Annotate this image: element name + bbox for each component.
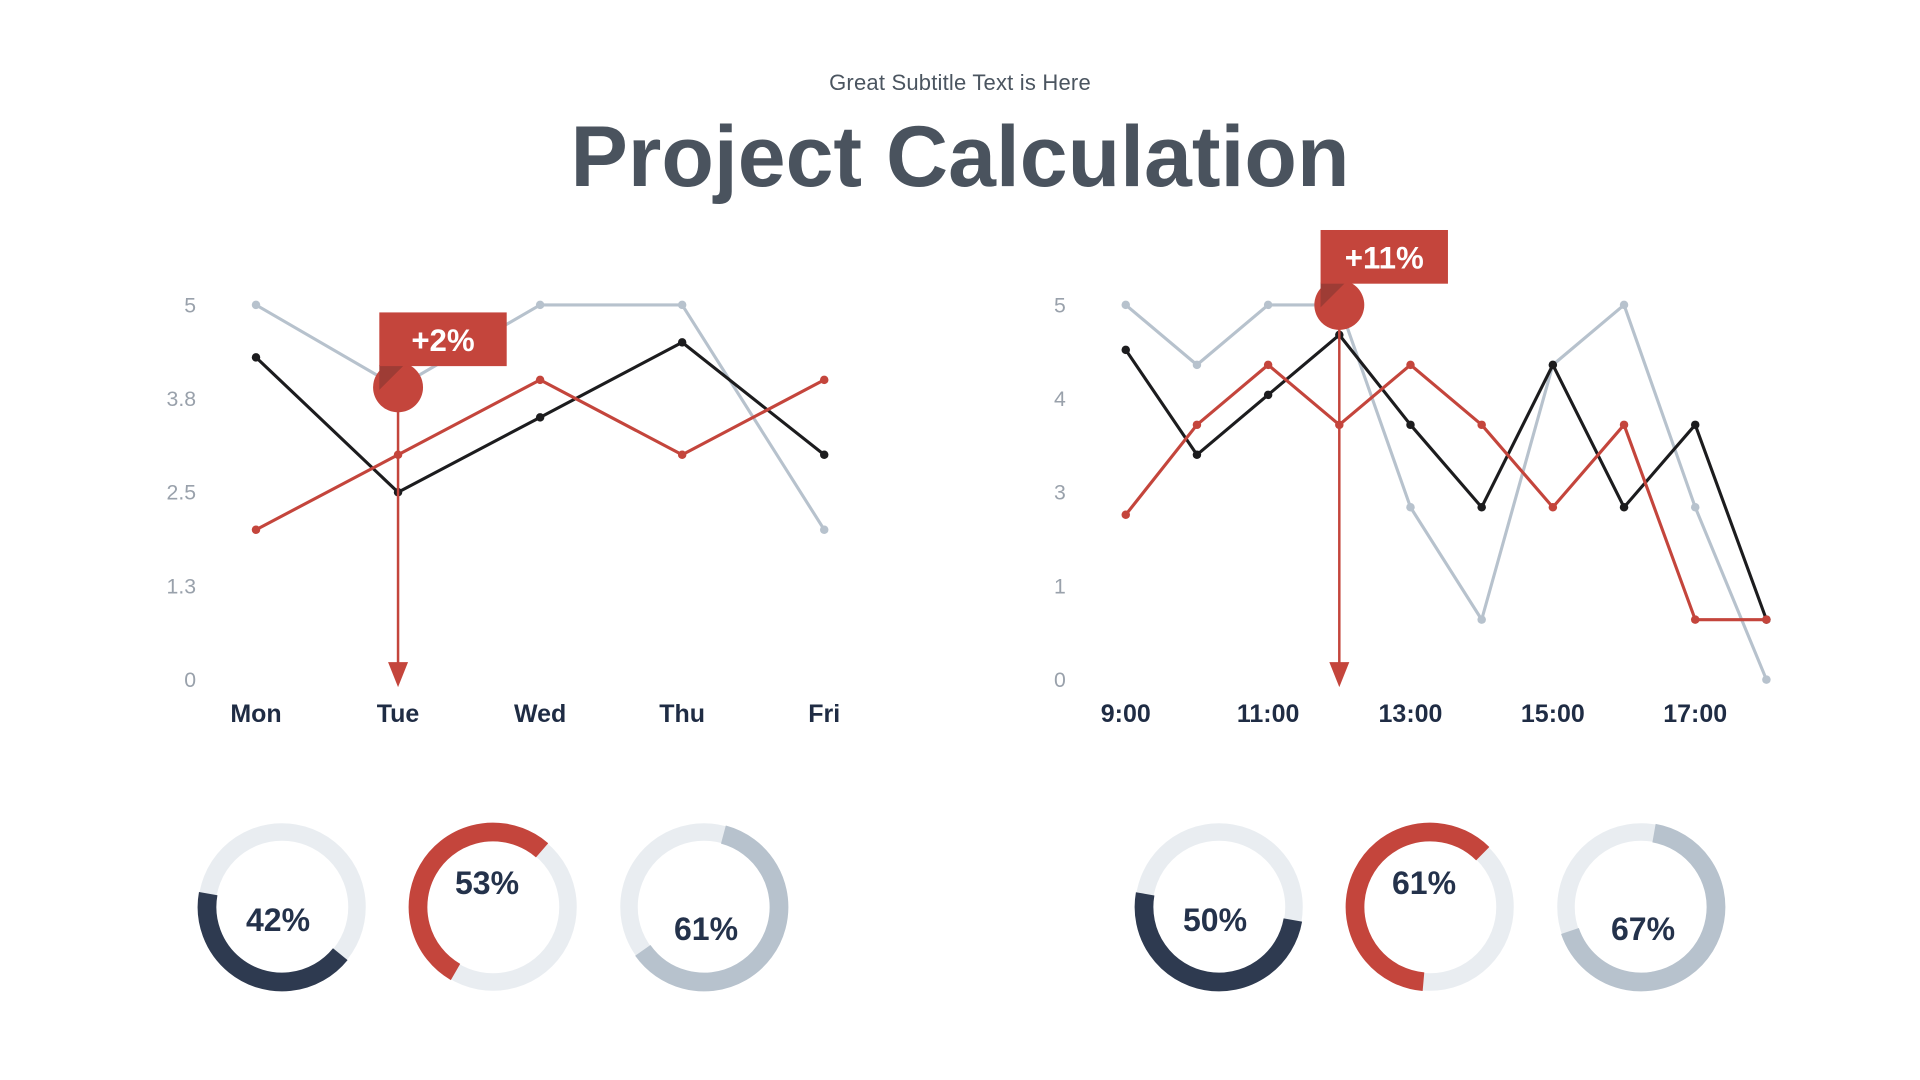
donut-svg xyxy=(1556,822,1726,992)
y-axis-tick: 0 xyxy=(1054,669,1066,692)
data-point xyxy=(251,300,261,310)
x-axis-label: 11:00 xyxy=(1237,700,1299,728)
annotation-label: +2% xyxy=(411,323,474,358)
data-point xyxy=(1762,675,1771,684)
data-point xyxy=(1263,360,1273,370)
data-point xyxy=(1477,420,1486,430)
data-point xyxy=(1406,360,1415,370)
x-axis-label: 15:00 xyxy=(1521,700,1585,728)
annotation-arrowhead-icon xyxy=(1329,662,1350,688)
data-point xyxy=(819,375,829,385)
annotation-label-box xyxy=(1320,229,1448,284)
data-point xyxy=(1192,420,1202,430)
donut-arc xyxy=(197,822,367,992)
data-point xyxy=(251,525,261,534)
x-axis-label: 17:00 xyxy=(1663,700,1727,728)
data-point xyxy=(1548,360,1558,370)
x-axis-label: 13:00 xyxy=(1379,700,1443,728)
data-point xyxy=(251,353,261,362)
data-point xyxy=(677,450,687,460)
data-point xyxy=(1477,502,1486,512)
data-point xyxy=(535,413,545,422)
hourly-line-chart-black-series xyxy=(1124,333,1768,622)
donut-arc xyxy=(1556,822,1726,992)
x-axis-label: 9:00 xyxy=(1101,700,1151,728)
y-axis-tick: 2.5 xyxy=(167,482,197,505)
data-point xyxy=(1690,502,1700,512)
x-axis-label: Mon xyxy=(230,700,281,728)
donut-svg xyxy=(1345,822,1515,992)
x-axis-label: Tue xyxy=(377,700,420,728)
weekday-line-chart: 5 3.8 2.5 1.3 0 Mon Tue Wed Thu Fri +2% xyxy=(167,294,841,728)
data-point xyxy=(677,338,687,347)
donut-arc xyxy=(619,822,789,992)
y-axis-tick: 1.3 xyxy=(167,575,197,598)
data-point xyxy=(1406,420,1415,430)
data-point xyxy=(1406,502,1415,512)
data-point xyxy=(1192,450,1202,460)
donut-svg xyxy=(1134,822,1304,992)
y-axis-tick: 0 xyxy=(184,669,196,692)
donut-gauge-42: 42% xyxy=(197,822,367,992)
annotation-label-box xyxy=(379,312,507,367)
y-axis-tick: 4 xyxy=(1054,388,1066,411)
donut-svg xyxy=(408,822,578,992)
weekday-line-chart-red-series xyxy=(254,378,826,532)
hourly-line-chart-gray-series xyxy=(1124,303,1768,682)
right-donut-group: 50% 61% 67% xyxy=(1134,822,1726,992)
data-point xyxy=(1121,300,1131,310)
page-title: Project Calculation xyxy=(570,109,1350,205)
data-point xyxy=(1619,300,1629,310)
x-axis-label: Thu xyxy=(659,700,705,728)
data-point xyxy=(1263,390,1273,400)
data-point xyxy=(535,375,545,385)
y-axis-tick: 5 xyxy=(1054,294,1066,317)
data-point xyxy=(819,450,829,460)
data-point xyxy=(677,300,687,310)
data-point xyxy=(1619,502,1629,512)
data-point xyxy=(1121,510,1131,519)
x-axis-label: Wed xyxy=(514,700,566,728)
annotation-arrowhead-icon xyxy=(388,662,409,688)
donut-svg xyxy=(619,822,789,992)
donut-arc xyxy=(1134,822,1304,992)
data-point xyxy=(1690,420,1700,430)
data-point xyxy=(819,525,829,534)
data-point xyxy=(1121,345,1131,355)
data-point xyxy=(1619,420,1629,430)
y-axis-tick: 3 xyxy=(1054,482,1066,505)
hourly-line-chart-red-series xyxy=(1124,363,1768,622)
donut-gauge-67: 67% xyxy=(1556,822,1726,992)
data-point xyxy=(1477,615,1486,624)
donut-gauge-61: 61% xyxy=(619,822,789,992)
y-axis-tick: 1 xyxy=(1054,575,1066,598)
data-point xyxy=(1263,300,1273,310)
donut-arc xyxy=(408,822,578,992)
annotation-ribbon-fold xyxy=(379,364,405,390)
donut-gauge-53: 53% xyxy=(408,822,578,992)
x-axis-label: Fri xyxy=(808,700,840,728)
annotation-label: +11% xyxy=(1345,241,1424,276)
slide-subtitle: Great Subtitle Text is Here xyxy=(829,70,1091,95)
data-point xyxy=(1192,360,1202,370)
hourly-line-chart: 5 4 3 1 0 9:00 11:00 13:00 15:00 17:00 +11% xyxy=(1054,229,1771,728)
donut-gauge-61: 61% xyxy=(1345,822,1515,992)
data-point xyxy=(1762,615,1771,624)
donut-gauge-50: 50% xyxy=(1134,822,1304,992)
donut-svg xyxy=(197,822,367,992)
data-point xyxy=(535,300,545,310)
data-point xyxy=(1548,502,1558,512)
data-point xyxy=(1690,615,1700,624)
y-axis-tick: 3.8 xyxy=(167,388,197,411)
left-donut-group: 42% 53% 61% xyxy=(197,822,789,992)
y-axis-tick: 5 xyxy=(184,294,196,317)
